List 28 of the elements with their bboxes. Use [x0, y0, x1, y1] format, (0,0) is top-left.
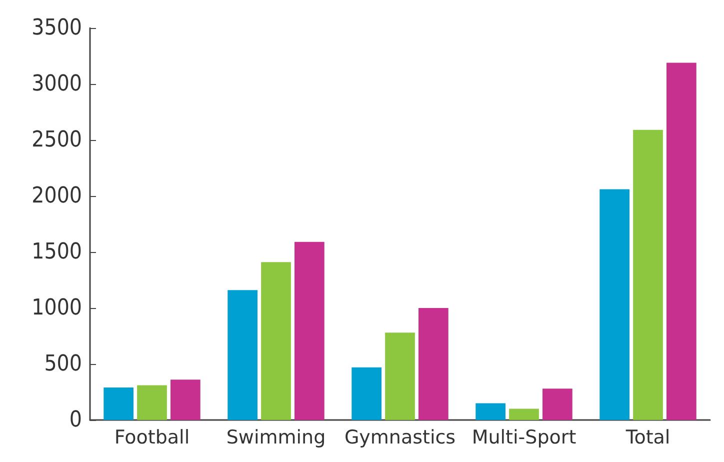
bar — [476, 403, 506, 420]
bar — [666, 62, 696, 420]
x-tick-label: Football — [114, 426, 190, 448]
x-tick-label: Swimming — [226, 426, 326, 448]
bar — [104, 388, 134, 420]
bar — [137, 385, 167, 420]
bar — [170, 380, 200, 420]
bar — [542, 388, 572, 420]
y-tick-label: 2500 — [32, 128, 82, 152]
y-tick-label: 500 — [44, 352, 82, 376]
y-tick-label: 1000 — [32, 296, 82, 320]
y-tick-label: 0 — [69, 408, 82, 432]
bar — [509, 408, 539, 420]
x-tick-label: Multi-Sport — [472, 426, 576, 448]
y-tick-label: 3000 — [32, 72, 82, 96]
y-tick-label: 1500 — [32, 240, 82, 264]
y-tick-label: 3500 — [32, 16, 82, 40]
bar — [228, 290, 258, 420]
bar — [294, 242, 324, 420]
x-tick-label: Gymnastics — [344, 426, 456, 448]
x-tick-label: Total — [624, 426, 670, 448]
bar — [418, 308, 448, 420]
bar — [261, 262, 291, 420]
bar — [600, 189, 630, 420]
y-tick-label: 2000 — [32, 184, 82, 208]
bar — [633, 130, 663, 420]
bar — [352, 367, 382, 420]
bar — [385, 332, 415, 420]
